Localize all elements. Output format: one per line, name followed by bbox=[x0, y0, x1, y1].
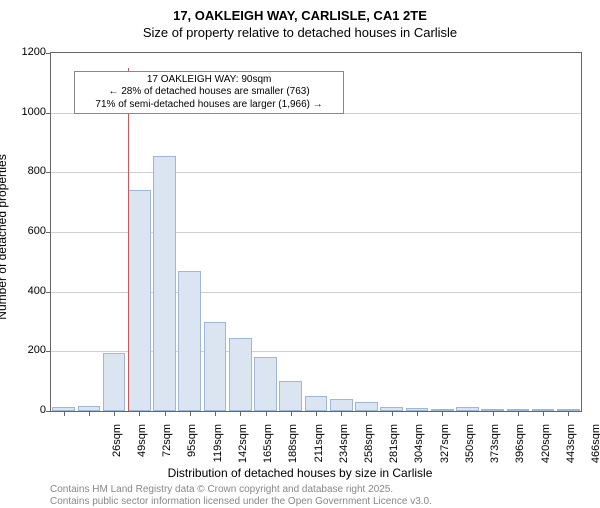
x-tick-label: 165sqm bbox=[262, 424, 274, 474]
x-tick-label: 211sqm bbox=[313, 424, 325, 474]
y-tick-mark bbox=[46, 113, 51, 114]
x-tick-label: 327sqm bbox=[439, 424, 451, 474]
x-tick-mark bbox=[215, 411, 216, 416]
histogram-bar bbox=[279, 381, 302, 411]
y-tick-mark bbox=[46, 351, 51, 352]
histogram-bar bbox=[128, 190, 151, 411]
histogram-bar bbox=[153, 156, 176, 411]
x-tick-mark bbox=[139, 411, 140, 416]
y-tick-label: 1000 bbox=[6, 106, 46, 118]
y-tick-mark bbox=[46, 53, 51, 54]
annotation-line-1: 17 OAKLEIGH WAY: 90sqm bbox=[81, 74, 337, 87]
footer-attribution: Contains HM Land Registry data © Crown c… bbox=[50, 484, 432, 508]
x-tick-label: 420sqm bbox=[540, 424, 552, 474]
x-tick-mark bbox=[518, 411, 519, 416]
x-tick-mark bbox=[568, 411, 569, 416]
chart-title-subtitle: Size of property relative to detached ho… bbox=[0, 23, 600, 40]
x-tick-label: 373sqm bbox=[489, 424, 501, 474]
x-tick-label: 49sqm bbox=[136, 424, 148, 474]
y-tick-label: 1200 bbox=[6, 46, 46, 58]
x-tick-label: 142sqm bbox=[237, 424, 249, 474]
x-tick-mark bbox=[543, 411, 544, 416]
histogram-bar bbox=[229, 338, 252, 411]
x-tick-mark bbox=[266, 411, 267, 416]
histogram-bar bbox=[254, 357, 277, 411]
y-tick-mark bbox=[46, 411, 51, 412]
x-tick-mark bbox=[316, 411, 317, 416]
x-tick-label: 443sqm bbox=[565, 424, 577, 474]
x-tick-label: 466sqm bbox=[590, 424, 600, 474]
x-tick-mark bbox=[165, 411, 166, 416]
x-tick-mark bbox=[467, 411, 468, 416]
gridline bbox=[51, 172, 581, 173]
x-tick-label: 350sqm bbox=[464, 424, 476, 474]
histogram-bar bbox=[305, 396, 328, 411]
x-tick-label: 188sqm bbox=[287, 424, 299, 474]
x-tick-label: 396sqm bbox=[514, 424, 526, 474]
annotation-line-3: 71% of semi-detached houses are larger (… bbox=[81, 99, 337, 112]
histogram-bar bbox=[355, 402, 378, 411]
x-tick-mark bbox=[442, 411, 443, 416]
y-tick-label: 600 bbox=[6, 225, 46, 237]
subject-property-marker bbox=[128, 68, 129, 411]
x-tick-label: 281sqm bbox=[388, 424, 400, 474]
x-tick-mark bbox=[493, 411, 494, 416]
x-tick-label: 258sqm bbox=[363, 424, 375, 474]
x-tick-mark bbox=[240, 411, 241, 416]
x-tick-label: 304sqm bbox=[413, 424, 425, 474]
x-tick-mark bbox=[114, 411, 115, 416]
y-tick-label: 400 bbox=[6, 285, 46, 297]
x-tick-mark bbox=[64, 411, 65, 416]
y-tick-label: 0 bbox=[6, 404, 46, 416]
x-tick-mark bbox=[291, 411, 292, 416]
x-tick-mark bbox=[366, 411, 367, 416]
x-tick-label: 95sqm bbox=[186, 424, 198, 474]
annotation-box: 17 OAKLEIGH WAY: 90sqm← 28% of detached … bbox=[74, 71, 344, 115]
y-tick-label: 200 bbox=[6, 344, 46, 356]
footer-line-1: Contains HM Land Registry data © Crown c… bbox=[50, 484, 432, 496]
y-tick-mark bbox=[46, 172, 51, 173]
histogram-bar bbox=[204, 322, 227, 412]
x-tick-label: 234sqm bbox=[338, 424, 350, 474]
x-tick-label: 119sqm bbox=[212, 424, 224, 474]
x-tick-mark bbox=[190, 411, 191, 416]
x-tick-label: 72sqm bbox=[161, 424, 173, 474]
y-tick-mark bbox=[46, 292, 51, 293]
histogram-bar bbox=[178, 271, 201, 411]
x-tick-mark bbox=[392, 411, 393, 416]
x-tick-label: 26sqm bbox=[111, 424, 123, 474]
chart-plot-area: 17 OAKLEIGH WAY: 90sqm← 28% of detached … bbox=[50, 52, 582, 412]
histogram-bar bbox=[330, 399, 353, 411]
x-axis-label: Distribution of detached houses by size … bbox=[0, 466, 600, 480]
y-tick-label: 800 bbox=[6, 165, 46, 177]
chart-title-address: 17, OAKLEIGH WAY, CARLISLE, CA1 2TE bbox=[0, 0, 600, 23]
annotation-line-2: ← 28% of detached houses are smaller (76… bbox=[81, 86, 337, 99]
footer-line-2: Contains public sector information licen… bbox=[50, 496, 432, 508]
histogram-bar bbox=[103, 353, 126, 411]
y-tick-mark bbox=[46, 232, 51, 233]
x-tick-mark bbox=[341, 411, 342, 416]
x-tick-mark bbox=[89, 411, 90, 416]
x-tick-mark bbox=[417, 411, 418, 416]
